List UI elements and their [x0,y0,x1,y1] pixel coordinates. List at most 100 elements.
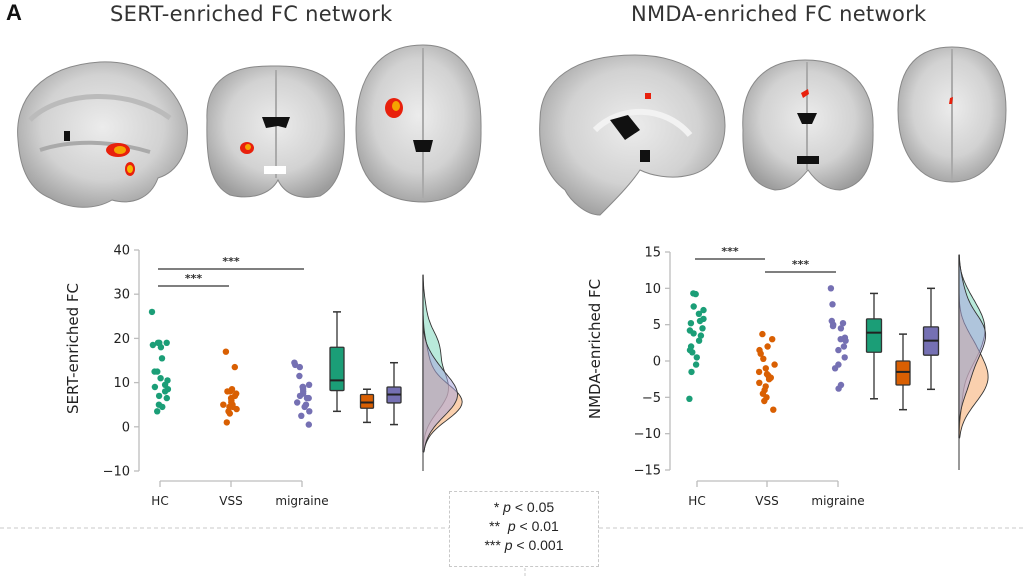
sert-raincloud-chart: 40 30 20 10 0 −10 SERT-enriched FC HC VSS migrain… [64,244,463,508]
legend-p: p [503,499,511,515]
legend-item-2: ** p < 0.01 [450,517,598,536]
box-vss [359,393,375,409]
data-point-hc [148,308,156,316]
x-tick-label-vss: VSS [755,494,778,508]
data-point-vss [226,410,233,417]
y-tick-label: 5 [653,318,661,333]
data-point-hc [157,375,164,382]
legend-item-1: * p < 0.05 [450,498,598,517]
legend-stars: *** [484,537,501,553]
data-point-migraine [294,399,301,406]
data-point-vss [222,348,230,355]
data-point-vss [759,330,766,338]
sert-coronal-brain-image [206,65,345,198]
data-point-migraine [305,421,312,428]
data-point-hc [163,394,170,402]
panel-letter: A [6,0,22,25]
significance-label: *** [185,272,203,285]
data-point-migraine [835,385,842,392]
legend-threshold: < 0.001 [512,537,564,553]
data-point-migraine [829,301,836,308]
data-point-hc [689,349,696,356]
data-point-hc [696,317,704,325]
data-point-migraine [305,381,313,388]
data-point-migraine [296,372,303,380]
data-point-vss [764,343,771,350]
data-point-hc [693,354,700,361]
data-point-hc [687,320,695,327]
data-point-vss [231,363,238,371]
data-point-migraine [840,343,848,350]
data-point-hc [692,290,699,298]
data-point-migraine [301,403,308,411]
y-tick-label: −15 [634,464,661,479]
data-point-migraine [842,337,849,344]
data-point-hc [161,388,169,395]
data-point-migraine [298,412,305,419]
data-point-vss [223,419,230,426]
data-point-vss [760,355,767,362]
data-point-vss [755,368,763,376]
data-point-migraine [837,325,845,332]
data-point-migraine [827,285,835,292]
data-point-migraine [831,365,839,372]
legend-threshold: < 0.05 [510,499,555,515]
box-hc [865,318,883,353]
y-tick-label: −10 [634,427,661,442]
nmda-coronal-brain-image [742,59,874,191]
data-point-migraine [303,394,311,402]
data-point-vss [770,406,777,413]
x-tick-label-migraine: migraine [275,494,328,508]
data-point-hc [686,395,693,402]
data-point-hc [151,383,159,391]
data-point-hc [692,361,700,368]
nmda-network-title: NMDA-enriched FC network [631,2,927,26]
sert-sagittal-brain-image [17,61,188,208]
y-tick-label: 10 [644,282,661,297]
y-tick-label: 20 [113,332,130,347]
y-axis-label: NMDA-enriched FC [586,279,604,419]
nmda-raincloud-chart: 15 10 5 0 −5 −10 −15 NMDA-enriched FC HC VSS migra… [586,245,989,508]
data-point-vss [757,350,764,357]
data-point-vss [761,397,768,405]
data-point-vss [765,376,773,383]
significance-label: *** [792,258,810,271]
box-vss [895,360,911,386]
data-point-hc [149,341,157,349]
density-migraine [958,254,987,470]
data-point-migraine [829,322,837,330]
y-tick-label: −10 [103,465,130,480]
data-point-migraine [296,363,303,371]
y-tick-label: 30 [113,288,130,303]
data-point-hc [156,339,163,346]
data-point-vss [756,379,763,386]
y-tick-label: 15 [644,246,661,261]
data-point-migraine [296,392,304,400]
legend-threshold: < 0.01 [515,518,559,534]
data-point-vss [220,401,227,408]
box-hc [329,346,345,392]
y-tick-label: 0 [653,355,661,370]
data-point-migraine [837,336,844,343]
data-point-vss [771,361,778,368]
nmda-axial-brain-image [897,46,1007,183]
data-point-hc [697,332,705,339]
data-point-vss [224,388,231,395]
data-point-hc [155,392,163,400]
x-tick-label-migraine: migraine [811,494,864,508]
legend-p: p [507,518,516,534]
data-point-vss [769,336,776,343]
data-point-migraine [839,320,847,327]
data-point-hc [688,368,695,376]
legend-stars: * [493,499,500,515]
legend-item-3: *** p < 0.001 [450,536,598,555]
legend-p: p [504,537,513,553]
data-point-hc [699,325,706,332]
data-point-hc [154,368,161,375]
y-tick-label: 0 [122,420,130,435]
data-point-migraine [835,346,842,354]
y-axis-label: SERT-enriched FC [64,283,82,414]
sert-axial-brain-image [355,44,482,203]
data-point-hc [690,303,697,310]
